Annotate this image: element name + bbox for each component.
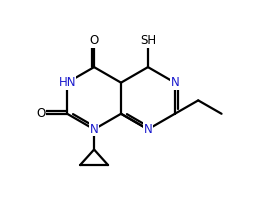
Text: N: N (144, 123, 152, 136)
Text: N: N (90, 123, 99, 136)
Text: HN: HN (58, 76, 76, 89)
Text: O: O (89, 34, 99, 47)
Text: O: O (36, 107, 45, 120)
Text: N: N (170, 76, 179, 89)
Text: SH: SH (140, 34, 156, 47)
